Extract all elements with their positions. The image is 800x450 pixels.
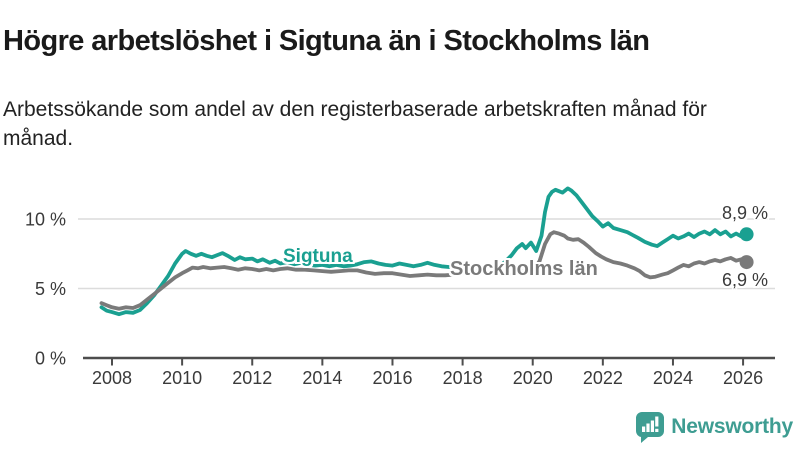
- x-tick-label-2010: 2010: [162, 368, 202, 388]
- page-title: Högre arbetslöshet i Sigtuna än i Stockh…: [3, 25, 650, 58]
- series-label-sigtuna: Sigtuna: [283, 246, 353, 267]
- x-tick-label-2016: 2016: [372, 368, 412, 388]
- x-tick-label-2012: 2012: [232, 368, 272, 388]
- y-tick-label-5: 5 %: [35, 279, 66, 299]
- y-tick-label-10: 10 %: [25, 210, 66, 230]
- series-label-stockholms-lan: Stockholms län: [450, 258, 598, 280]
- end-value-label-sigtuna: 8,9 %: [721, 203, 768, 223]
- x-tick-label-2026: 2026: [723, 368, 763, 388]
- brand-name: Newsworthy: [671, 415, 793, 438]
- newsworthy-logo: Newsworthy: [635, 411, 793, 443]
- end-dot-sigtuna: [739, 227, 754, 242]
- x-tick-label-2020: 2020: [513, 368, 553, 388]
- chart-subtitle: Arbetssökande som andel av den registerb…: [3, 98, 707, 150]
- end-value-label-stockholms-lan: 6,9 %: [721, 270, 768, 290]
- x-tick-label-2022: 2022: [583, 368, 623, 388]
- x-tick-label-2018: 2018: [443, 368, 483, 388]
- x-tick-label-2024: 2024: [653, 368, 693, 388]
- y-tick-label-0: 0 %: [35, 349, 66, 369]
- end-dot-stockholms-l-n: [739, 255, 754, 270]
- x-tick-label-2008: 2008: [92, 368, 132, 388]
- speech-bubble-bar-chart-icon: [636, 412, 665, 443]
- series-line-sigtuna: [99, 186, 749, 317]
- series-line-stockholms-l-n: [99, 230, 749, 311]
- x-tick-label-2014: 2014: [302, 368, 342, 388]
